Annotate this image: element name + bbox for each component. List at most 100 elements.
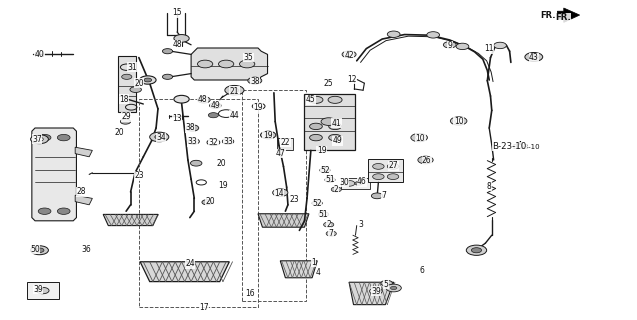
Circle shape xyxy=(387,31,400,37)
Polygon shape xyxy=(349,282,394,305)
Text: 29: 29 xyxy=(121,112,131,121)
Text: 2: 2 xyxy=(334,185,339,194)
Text: 46: 46 xyxy=(357,177,367,186)
Circle shape xyxy=(202,200,212,205)
Bar xyxy=(304,94,355,150)
Text: 20: 20 xyxy=(205,197,215,206)
Circle shape xyxy=(188,139,199,144)
Circle shape xyxy=(57,134,70,141)
Circle shape xyxy=(186,125,199,131)
Circle shape xyxy=(36,287,49,294)
Circle shape xyxy=(328,96,342,103)
Text: 14: 14 xyxy=(274,189,284,198)
Text: 7: 7 xyxy=(329,229,334,238)
Text: 52: 52 xyxy=(312,199,322,208)
Bar xyxy=(341,178,370,189)
Polygon shape xyxy=(258,214,309,227)
Text: B-23-10: B-23-10 xyxy=(512,144,540,149)
Circle shape xyxy=(265,133,271,137)
Circle shape xyxy=(230,88,239,92)
Text: 35: 35 xyxy=(243,53,254,62)
Circle shape xyxy=(450,117,467,125)
Text: 49: 49 xyxy=(333,136,343,145)
Circle shape xyxy=(120,119,131,124)
Text: 39: 39 xyxy=(33,285,43,294)
Text: 51: 51 xyxy=(318,210,329,219)
Circle shape xyxy=(35,248,44,252)
Text: 8: 8 xyxy=(487,182,492,191)
Polygon shape xyxy=(32,128,76,221)
Text: 31: 31 xyxy=(127,63,138,72)
Text: 20: 20 xyxy=(217,159,227,168)
Circle shape xyxy=(456,43,469,50)
Text: 11: 11 xyxy=(485,44,494,53)
Text: FR.: FR. xyxy=(555,13,571,22)
Polygon shape xyxy=(140,262,229,282)
Circle shape xyxy=(312,201,322,206)
Text: 21: 21 xyxy=(230,87,239,96)
Circle shape xyxy=(309,96,323,103)
Circle shape xyxy=(418,156,433,164)
Circle shape xyxy=(529,55,538,59)
Text: 22: 22 xyxy=(281,138,290,147)
Circle shape xyxy=(386,284,401,292)
Circle shape xyxy=(174,35,189,42)
Text: 1: 1 xyxy=(311,258,316,267)
Text: 37: 37 xyxy=(32,135,42,144)
Circle shape xyxy=(343,180,355,186)
Text: 38: 38 xyxy=(250,77,260,86)
Circle shape xyxy=(381,280,392,286)
Polygon shape xyxy=(280,261,317,278)
Text: 7: 7 xyxy=(381,191,386,200)
Circle shape xyxy=(162,74,173,79)
Circle shape xyxy=(471,248,482,253)
Circle shape xyxy=(321,118,336,125)
Bar xyxy=(277,138,293,150)
Text: 42: 42 xyxy=(344,51,354,60)
Text: 19: 19 xyxy=(253,103,263,112)
Text: 19: 19 xyxy=(262,132,273,140)
Text: 12: 12 xyxy=(347,75,356,84)
Polygon shape xyxy=(75,195,92,205)
Text: 40: 40 xyxy=(34,50,45,59)
Text: 18: 18 xyxy=(120,95,129,104)
Circle shape xyxy=(190,160,202,166)
Circle shape xyxy=(310,123,322,130)
Circle shape xyxy=(140,76,156,84)
Circle shape xyxy=(36,137,43,141)
Circle shape xyxy=(390,286,397,290)
Text: 49: 49 xyxy=(210,101,220,110)
Circle shape xyxy=(273,189,288,196)
Circle shape xyxy=(387,174,399,180)
Circle shape xyxy=(415,136,423,140)
Circle shape xyxy=(197,97,210,103)
Text: 3: 3 xyxy=(358,220,363,229)
Text: 10: 10 xyxy=(415,134,426,143)
Text: 52: 52 xyxy=(320,166,330,175)
Text: 51: 51 xyxy=(325,175,335,184)
Circle shape xyxy=(144,78,152,82)
Text: 39: 39 xyxy=(371,287,381,296)
Text: 19: 19 xyxy=(317,146,327,155)
Circle shape xyxy=(371,193,383,199)
Circle shape xyxy=(369,288,382,294)
Circle shape xyxy=(240,60,255,68)
Text: 25: 25 xyxy=(324,79,334,88)
Polygon shape xyxy=(103,214,158,226)
Circle shape xyxy=(261,131,276,139)
Circle shape xyxy=(225,85,244,95)
Circle shape xyxy=(422,158,429,162)
Bar xyxy=(368,159,403,182)
Circle shape xyxy=(31,135,48,144)
Circle shape xyxy=(329,123,341,130)
Text: 19: 19 xyxy=(218,181,228,190)
Text: 17: 17 xyxy=(199,303,209,312)
Text: 48: 48 xyxy=(172,40,182,49)
Circle shape xyxy=(130,87,141,92)
Text: 28: 28 xyxy=(77,188,86,196)
Text: 4: 4 xyxy=(316,268,321,277)
Text: 50: 50 xyxy=(30,245,40,254)
Circle shape xyxy=(427,32,440,38)
Circle shape xyxy=(329,134,341,141)
Text: 33: 33 xyxy=(223,137,233,146)
